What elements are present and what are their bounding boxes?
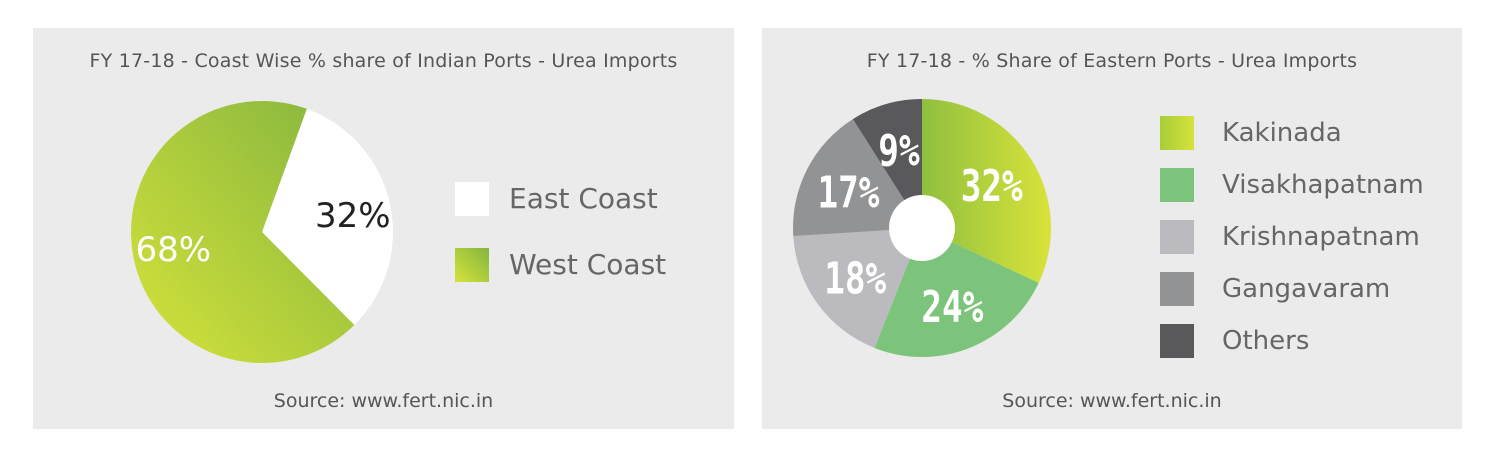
- legend-label-visakhapatnam: Visakhapatnam: [1222, 170, 1424, 200]
- donut-slice-kakinada: [922, 99, 1051, 283]
- legend-label-east-coast: East Coast: [509, 182, 658, 215]
- data-label-gangavaram: 17%: [817, 167, 879, 218]
- chart-title: FY 17-18 - % Share of Eastern Ports - Ur…: [866, 50, 1358, 72]
- legend-swatch-west-coast: [455, 248, 489, 282]
- donut-slice-krishnapatnam: [793, 228, 922, 348]
- legend-swatch-kakinada: [1160, 116, 1194, 150]
- pie-slice-east-coast: [262, 108, 393, 325]
- data-label-others: 9%: [878, 126, 920, 177]
- legend-swatch-east-coast: [455, 182, 489, 216]
- legend-label-gangavaram: Gangavaram: [1222, 274, 1391, 304]
- chart-source: Source: www.fert.nic.in: [1002, 390, 1222, 412]
- legend-label-others: Others: [1222, 326, 1310, 356]
- eastern-ports-donut-chart: 32% 24% 18% 17%9%: [793, 99, 1051, 357]
- data-label-visakhapatnam: 24%: [921, 282, 983, 333]
- legend-label-west-coast: West Coast: [509, 248, 667, 281]
- pie-slice-west-coast: [130, 100, 355, 364]
- legend-swatch-krishnapatnam: [1160, 220, 1194, 254]
- data-label-kakinada: 32%: [961, 161, 1023, 212]
- donut-slice-gangavaram: [793, 119, 922, 237]
- data-label-krishnapatnam: 18%: [824, 253, 886, 304]
- coast-wise-chart-panel: FY 17-18 - Coast Wise % share of Indian …: [33, 28, 734, 429]
- coast-wise-pie-chart: 32% 68%: [130, 100, 393, 364]
- legend-label-kakinada: Kakinada: [1222, 118, 1342, 148]
- data-label-west-coast: 68%: [135, 230, 211, 270]
- chart-title: FY 17-18 - Coast Wise % share of Indian …: [89, 50, 678, 72]
- legend-swatch-others: [1160, 324, 1194, 358]
- legend-label-krishnapatnam: Krishnapatnam: [1222, 222, 1420, 252]
- chart-source: Source: www.fert.nic.in: [273, 390, 494, 412]
- data-label-east-coast: 32%: [315, 196, 391, 236]
- legend-swatch-visakhapatnam: [1160, 168, 1194, 202]
- legend-swatch-gangavaram: [1160, 272, 1194, 306]
- eastern-ports-chart-panel: FY 17-18 - % Share of Eastern Ports - Ur…: [762, 28, 1462, 429]
- donut-slice-others: [852, 99, 922, 228]
- donut-hole: [889, 195, 955, 261]
